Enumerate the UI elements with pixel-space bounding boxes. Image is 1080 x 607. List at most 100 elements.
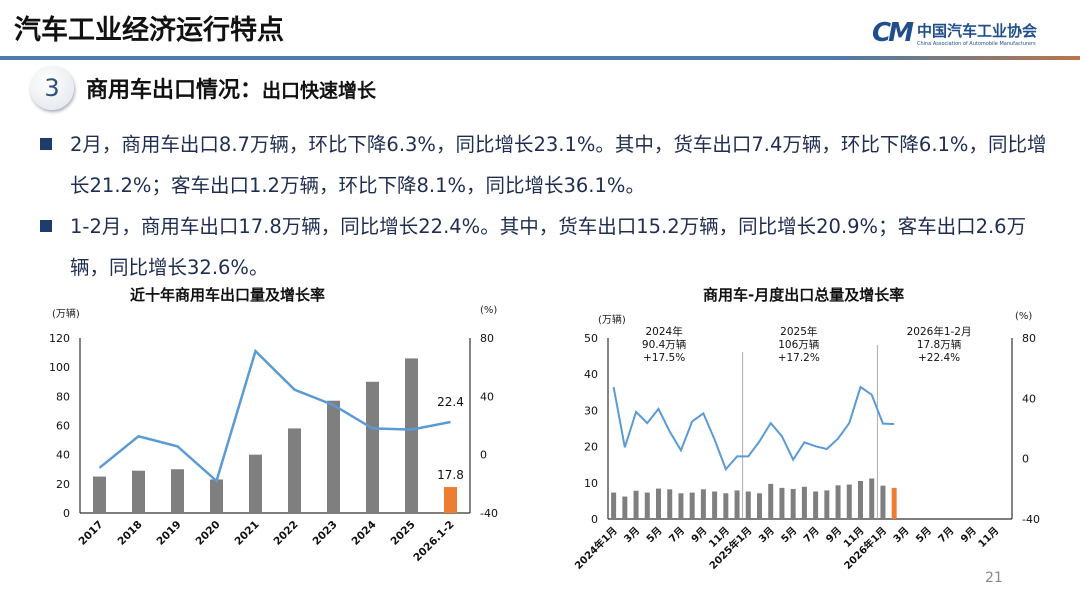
chart2-annotation-growth: +22.4% [918, 352, 960, 364]
section-title-main: 商用车出口情况： [86, 78, 263, 103]
section-title: 商用车出口情况：出口快速增长 [86, 72, 376, 104]
chart2-bar [633, 490, 639, 519]
chart1-y-tick: 60 [56, 420, 70, 433]
chart1-bar [171, 469, 184, 513]
chart1-title: 近十年商用车出口量及增长率 [130, 286, 326, 304]
chart2-bar [656, 488, 661, 519]
chart2-x-tick: 7月 [936, 525, 956, 545]
chart2-bar [801, 486, 807, 519]
chart2-y-tick: 40 [584, 368, 598, 381]
chart2-bar [813, 491, 819, 519]
chart2-x-tick: 3月 [756, 525, 776, 545]
caam-logo-icon: CM [872, 18, 914, 48]
chart1-growth-line [98, 348, 451, 484]
chart2-y2-tick: 0 [1022, 453, 1029, 466]
chart1-bar [93, 476, 106, 513]
chart2-bar [846, 484, 852, 519]
chart1-x-tick: 2020 [193, 519, 222, 548]
chart1-bar [444, 487, 457, 513]
chart2-y-tick: 50 [584, 332, 598, 345]
chart1-line-label: 22.4 [437, 395, 464, 409]
chart2-bar [835, 485, 841, 519]
chart1-x-tick: 2019 [154, 519, 183, 548]
chart2-x-tick: 7月 [667, 525, 687, 545]
chart2-annotation-total: 106万辆 [778, 338, 819, 351]
chart2-x-tick: 3月 [891, 525, 911, 545]
chart2-bar [880, 485, 886, 519]
section-subtitle: 出口快速增长 [262, 80, 377, 102]
chart1-x-tick: 2023 [310, 519, 339, 548]
chart2-bar [790, 488, 796, 519]
page-number: 21 [985, 570, 1003, 586]
chart2-bar [611, 492, 617, 519]
chart2-bar [858, 480, 863, 519]
chart2-bar [824, 490, 830, 519]
chart2-bar [644, 492, 650, 519]
chart2-growth-line [612, 385, 895, 472]
chart2-y-tick: 30 [584, 404, 598, 417]
chart1-bar [288, 428, 301, 513]
chart2-bar [689, 492, 695, 519]
chart1-y-tick: 40 [56, 449, 70, 462]
chart1-bar [366, 381, 379, 513]
chart1-x-tick: 2017 [76, 519, 105, 548]
caam-logo: CM 中国汽车工业协会 China Association of Automob… [872, 18, 1037, 48]
chart2-x-tick: 2024年1月 [572, 524, 620, 572]
chart2-y-unit: (万辆) [598, 315, 626, 326]
chart2-y-tick: 0 [591, 513, 598, 526]
chart2-annotation-year: 2024年 [645, 325, 682, 338]
chart2-y2-tick: 80 [1022, 332, 1036, 345]
chart1-y2-tick: 80 [480, 332, 494, 345]
chart2-x-tick: 5月 [779, 525, 799, 545]
chart2-bar [891, 487, 897, 519]
chart1-bar-label: 17.8 [437, 468, 464, 482]
chart1-bar [210, 479, 223, 513]
header-divider [0, 56, 1080, 60]
chart1-bar [405, 358, 418, 513]
chart2-x-tick: 3月 [622, 525, 642, 545]
chart2-bar [723, 493, 729, 519]
chart2-bar [745, 491, 751, 519]
chart1-bar [327, 400, 340, 513]
chart2-x-tick: 5月 [644, 525, 664, 545]
chart2-annotation-total: 90.4万辆 [642, 338, 686, 351]
chart1-y-tick: 20 [56, 478, 70, 491]
chart1-x-tick: 2025 [388, 519, 417, 548]
chart2-annotation-year: 2026年1-2月 [907, 325, 972, 338]
chart1-y-tick: 100 [49, 361, 70, 374]
chart2-bar [712, 491, 718, 519]
chart2-bar [700, 489, 706, 519]
chart2-bar [768, 483, 774, 519]
chart1-x-tick: 2022 [271, 519, 300, 548]
chart2-bar [622, 496, 628, 519]
logo-en-text: China Association of Automobile Manufact… [916, 40, 1036, 47]
chart2-bar [779, 487, 785, 519]
chart2-title: 商用车-月度出口总量及增长率 [703, 286, 905, 304]
bullet-list: 2月，商用车出口8.7万辆，环比下降6.3%，同比增长23.1%。其中，货车出口… [40, 124, 1050, 288]
chart2-bar [757, 493, 762, 519]
chart2-y-tick: 20 [584, 441, 598, 454]
chart2-bar [734, 490, 740, 519]
chart2-y2-tick: -40 [1022, 513, 1040, 526]
chart2-x-tick: 7月 [801, 525, 821, 545]
chart1-y2-tick: -40 [480, 507, 498, 520]
bullet-item: 2月，商用车出口8.7万辆，环比下降6.3%，同比增长23.1%。其中，货车出口… [40, 124, 1050, 206]
chart1-y2-tick: 40 [480, 390, 494, 403]
section-number-badge: 3 [30, 66, 74, 110]
chart1-x-tick: 2026.1-2 [411, 519, 456, 564]
chart2-y2-unit: (%) [1015, 311, 1033, 322]
chart2-bar [667, 489, 673, 519]
chart1-y-tick: 80 [56, 390, 70, 403]
bullet-item: 1-2月，商用车出口17.8万辆，同比增长22.4%。其中，货车出口15.2万辆… [40, 206, 1050, 288]
chart2-annotation-growth: +17.5% [643, 352, 685, 364]
chart2-y2-tick: 40 [1022, 392, 1036, 405]
chart1-bar [132, 470, 145, 513]
chart2-y-tick: 10 [584, 477, 598, 490]
chart2-annotation-year: 2025年 [780, 325, 817, 338]
chart2-bar [869, 478, 875, 519]
logo-cn-text: 中国汽车工业协会 [916, 21, 1037, 40]
chart1-x-tick: 2021 [232, 519, 261, 548]
chart2-x-tick: 5月 [913, 525, 933, 545]
chart1-x-tick: 2018 [115, 519, 144, 548]
